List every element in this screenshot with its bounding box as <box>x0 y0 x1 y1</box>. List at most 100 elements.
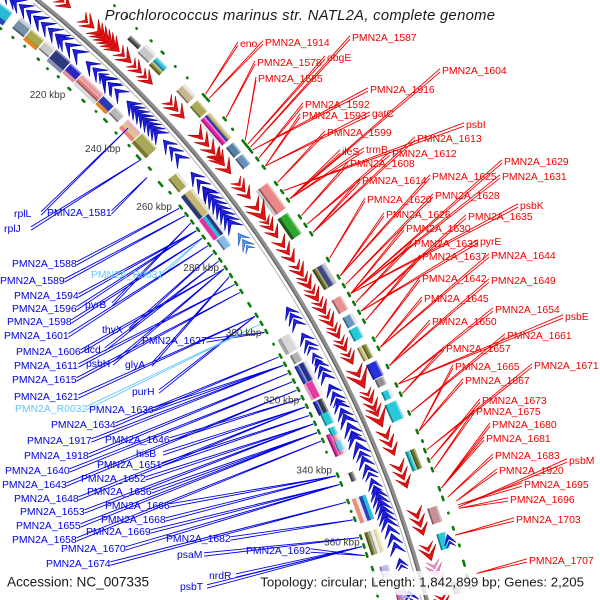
svg-text:psbI: psbI <box>466 120 486 131</box>
svg-text:PMN2A_1585: PMN2A_1585 <box>258 74 323 85</box>
svg-text:PMN2A_1651: PMN2A_1651 <box>97 460 162 471</box>
svg-text:PMN2A_1669: PMN2A_1669 <box>86 527 151 538</box>
svg-text:PMN2A_1654: PMN2A_1654 <box>495 305 560 316</box>
svg-text:PMN2A_1652: PMN2A_1652 <box>81 474 146 485</box>
svg-text:pyrB: pyrB <box>85 300 106 311</box>
svg-text:340 kbp: 340 kbp <box>296 465 332 476</box>
svg-text:PMN2A_1615: PMN2A_1615 <box>12 375 77 386</box>
svg-text:PMN2A_1920: PMN2A_1920 <box>499 466 564 477</box>
svg-text:PMN2A_1917: PMN2A_1917 <box>27 436 92 447</box>
svg-text:PMN2A_1625: PMN2A_1625 <box>432 172 497 183</box>
svg-text:PMN2A_1667: PMN2A_1667 <box>465 376 530 387</box>
svg-text:PMN2A_1596: PMN2A_1596 <box>12 304 77 315</box>
svg-text:PMN2A_1629: PMN2A_1629 <box>504 157 569 168</box>
svg-text:PMN2A_1670: PMN2A_1670 <box>61 544 126 555</box>
svg-text:PMN2A_1666: PMN2A_1666 <box>105 501 170 512</box>
svg-text:PMN2A_1642: PMN2A_1642 <box>422 274 487 285</box>
svg-text:PMN2A_1621: PMN2A_1621 <box>14 392 79 403</box>
svg-text:PMN2A_1633: PMN2A_1633 <box>414 239 479 250</box>
svg-text:obgE: obgE <box>327 53 351 64</box>
svg-text:220 kbp: 220 kbp <box>30 90 66 101</box>
svg-text:PMN2A_1671: PMN2A_1671 <box>534 361 599 372</box>
svg-text:PMN2A_1637: PMN2A_1637 <box>422 252 487 263</box>
svg-text:PMN2A_1608: PMN2A_1608 <box>350 159 415 170</box>
svg-text:PMN2A_1594: PMN2A_1594 <box>14 291 79 302</box>
svg-text:PMN2A_1598: PMN2A_1598 <box>7 317 72 328</box>
svg-text:PMN2A_1588: PMN2A_1588 <box>12 259 77 270</box>
svg-text:PMN2A_1683: PMN2A_1683 <box>495 451 560 462</box>
svg-text:PMN2A_1644: PMN2A_1644 <box>491 251 556 262</box>
svg-text:PMN2A_1703: PMN2A_1703 <box>516 515 581 526</box>
svg-text:PMN2A_1636: PMN2A_1636 <box>89 405 154 416</box>
svg-text:320 kbp: 320 kbp <box>264 395 300 406</box>
svg-text:360 kbp: 360 kbp <box>324 538 360 549</box>
svg-text:Topology: circular; Length: 1,: Topology: circular; Length: 1,842,899 bp… <box>260 575 584 590</box>
svg-text:psbH: psbH <box>86 359 110 370</box>
svg-text:rplL: rplL <box>14 209 32 220</box>
svg-text:PMN2A_1613: PMN2A_1613 <box>417 134 482 145</box>
svg-text:PMN2A_R0031: PMN2A_R0031 <box>91 270 163 281</box>
svg-text:Accession: NC_007335: Accession: NC_007335 <box>7 575 149 590</box>
svg-text:PMN2A_1645: PMN2A_1645 <box>424 294 489 305</box>
svg-text:hisB: hisB <box>136 449 156 460</box>
svg-text:PMN2A_1627: PMN2A_1627 <box>142 336 207 347</box>
svg-text:PMN2A_1589: PMN2A_1589 <box>0 276 65 287</box>
svg-text:PMN2A_1707: PMN2A_1707 <box>529 556 594 567</box>
svg-text:PMN2A_1658: PMN2A_1658 <box>12 535 77 546</box>
svg-text:psbT: psbT <box>180 582 204 593</box>
svg-text:pyrE: pyrE <box>480 237 501 248</box>
svg-text:PMN2A_1682: PMN2A_1682 <box>166 534 231 545</box>
svg-text:PMN2A_1650: PMN2A_1650 <box>432 317 497 328</box>
svg-text:PMN2A_1649: PMN2A_1649 <box>491 276 556 287</box>
svg-text:rplJ: rplJ <box>4 224 21 235</box>
svg-text:PMN2A_1914: PMN2A_1914 <box>265 38 330 49</box>
svg-text:PMN2A_1599: PMN2A_1599 <box>327 128 392 139</box>
svg-text:260 kbp: 260 kbp <box>136 202 172 213</box>
svg-text:PMN2A_1918: PMN2A_1918 <box>24 451 89 462</box>
svg-text:PMN2A_1675: PMN2A_1675 <box>476 407 541 418</box>
svg-text:psbK: psbK <box>520 201 544 212</box>
svg-text:PMN2A_1635: PMN2A_1635 <box>468 212 533 223</box>
svg-text:PMN2A_1656: PMN2A_1656 <box>87 487 152 498</box>
svg-text:eno: eno <box>240 39 258 50</box>
svg-text:psbM: psbM <box>569 456 594 467</box>
svg-text:PMN2A_1696: PMN2A_1696 <box>510 495 575 506</box>
svg-text:dcd: dcd <box>84 345 101 356</box>
svg-text:PMN2A_1592: PMN2A_1592 <box>305 100 370 111</box>
svg-text:Prochlorococcus marinus str. N: Prochlorococcus marinus str. NATL2A, com… <box>105 8 496 24</box>
svg-text:PMN2A_1581: PMN2A_1581 <box>47 208 112 219</box>
svg-text:PMN2A_1626: PMN2A_1626 <box>386 210 451 221</box>
svg-text:PMN2A_1674: PMN2A_1674 <box>46 559 111 570</box>
svg-text:thyX: thyX <box>102 325 123 336</box>
svg-text:PMN2A_1604: PMN2A_1604 <box>442 66 507 77</box>
svg-text:purH: purH <box>132 387 155 398</box>
svg-text:gatC: gatC <box>372 109 394 120</box>
svg-text:PMN2A_1643: PMN2A_1643 <box>2 480 67 491</box>
svg-text:PMN2A_1614: PMN2A_1614 <box>362 176 427 187</box>
svg-text:PMN2A_1681: PMN2A_1681 <box>486 434 551 445</box>
svg-text:PMN2A_1593: PMN2A_1593 <box>302 111 367 122</box>
svg-text:PMN2A_1653: PMN2A_1653 <box>20 507 85 518</box>
svg-text:PMN2A_1680: PMN2A_1680 <box>492 420 557 431</box>
svg-text:PMN2A_1640: PMN2A_1640 <box>5 466 70 477</box>
svg-text:PMN2A_1661: PMN2A_1661 <box>507 331 572 342</box>
svg-text:PMN2A_1587: PMN2A_1587 <box>352 33 417 44</box>
svg-text:PMN2A_1648: PMN2A_1648 <box>14 494 79 505</box>
svg-text:nrdR: nrdR <box>209 571 232 582</box>
svg-text:280 kbp: 280 kbp <box>183 263 219 274</box>
svg-text:PMN2A_1695: PMN2A_1695 <box>524 480 589 491</box>
svg-text:PMN2A_1606: PMN2A_1606 <box>16 347 81 358</box>
svg-text:PMN2A_1634: PMN2A_1634 <box>51 420 116 431</box>
svg-text:PMN2A_1916: PMN2A_1916 <box>370 85 435 96</box>
svg-text:PMN2A_1612: PMN2A_1612 <box>392 149 457 160</box>
svg-text:psbE: psbE <box>565 312 589 323</box>
svg-text:PMN2A_1578: PMN2A_1578 <box>257 58 322 69</box>
svg-text:PMN2A_1631: PMN2A_1631 <box>502 172 567 183</box>
svg-text:240 kbp: 240 kbp <box>85 144 121 155</box>
svg-text:ileS: ileS <box>342 147 359 158</box>
svg-text:glyA: glyA <box>125 360 145 371</box>
svg-text:PMN2A_1628: PMN2A_1628 <box>435 191 500 202</box>
svg-text:trmB: trmB <box>366 145 388 156</box>
svg-text:PMN2A_1668: PMN2A_1668 <box>101 515 166 526</box>
svg-text:PMN2A_1673: PMN2A_1673 <box>482 396 547 407</box>
